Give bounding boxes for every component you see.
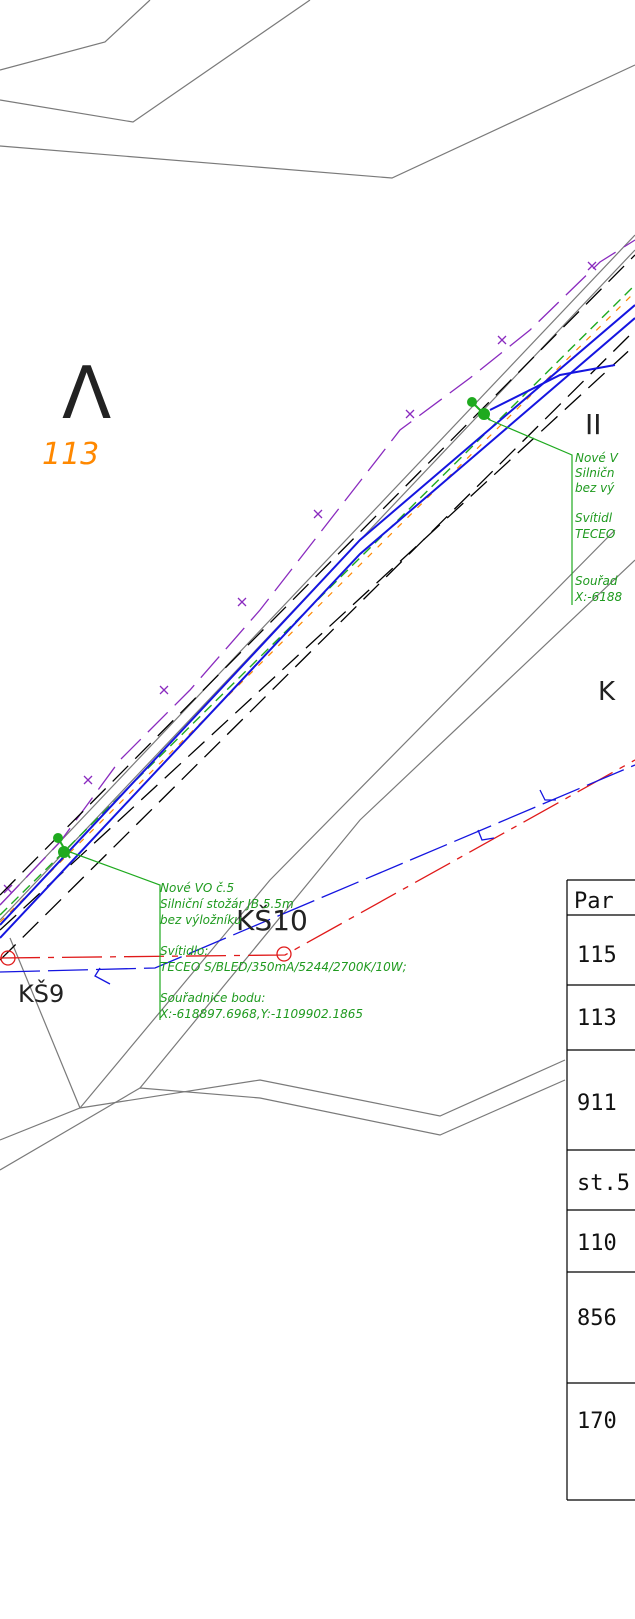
pole-marker-right [467,397,491,421]
callout-right-line6: Souřad [575,574,618,588]
purple-cross-markers [3,261,597,894]
blue-solid-line [0,304,635,939]
manhole-label-ks10: KŠ10 [236,903,308,937]
manhole-label-ks9: KŠ9 [18,978,64,1008]
road-edge-dashed [0,254,635,961]
table-row: st.5 [577,1171,630,1196]
table-row: 170 [577,1409,617,1434]
callout-vo5-line6: Souřadnice bodu: [160,991,265,1005]
callout-vo5-line5: TECEO S/BLED/350mA/5244/2700K/10W; [160,960,407,974]
callout-right-line5: TECEO [575,527,615,541]
table-header: Par [574,889,614,914]
callout-vo5-line1: Nové VO č.5 [160,881,234,895]
callout-right-line3: bez vý [575,481,615,495]
north-arrow: Λ [62,351,111,435]
parcel-table [566,879,635,1501]
table-row: 911 [577,1091,617,1116]
callout-right: Nové V Silničn bez vý Svítidl TECEO Souř… [574,451,622,604]
parcel-boundaries [0,0,635,1171]
callout-vo5-line3: bez výložníku [160,913,242,927]
blue-dashed-line [0,764,635,985]
callout-right-line7: X:-6188 [574,590,622,604]
callout-right-line4: Svítidl [575,511,613,525]
manhole-label-right: K [598,677,616,707]
table-row: 110 [577,1231,617,1256]
red-dashed-line [0,759,635,966]
callout-leaders [69,419,573,1020]
orange-dashed-line [0,291,635,923]
section-label-right: II [585,408,602,441]
callout-right-line2: Silničn [575,466,614,480]
callout-vo5-line4: Svítidlo: [160,944,208,958]
purple-utility-line [0,239,635,906]
parcel-number-label: 113 [42,437,99,472]
callout-right-line1: Nové V [575,451,619,465]
table-row: 115 [577,943,617,968]
table-row: 113 [577,1006,617,1031]
callout-vo5: Nové VO č.5 Silniční stožár JB 5.5m bez … [159,881,407,1021]
pole-marker-5 [53,833,71,859]
callout-vo5-line7: X:-618897.6968,Y:-1109902.1865 [159,1007,363,1021]
table-row: 856 [577,1306,617,1331]
callout-vo5-line2: Silniční stožár JB 5.5m [160,897,294,911]
